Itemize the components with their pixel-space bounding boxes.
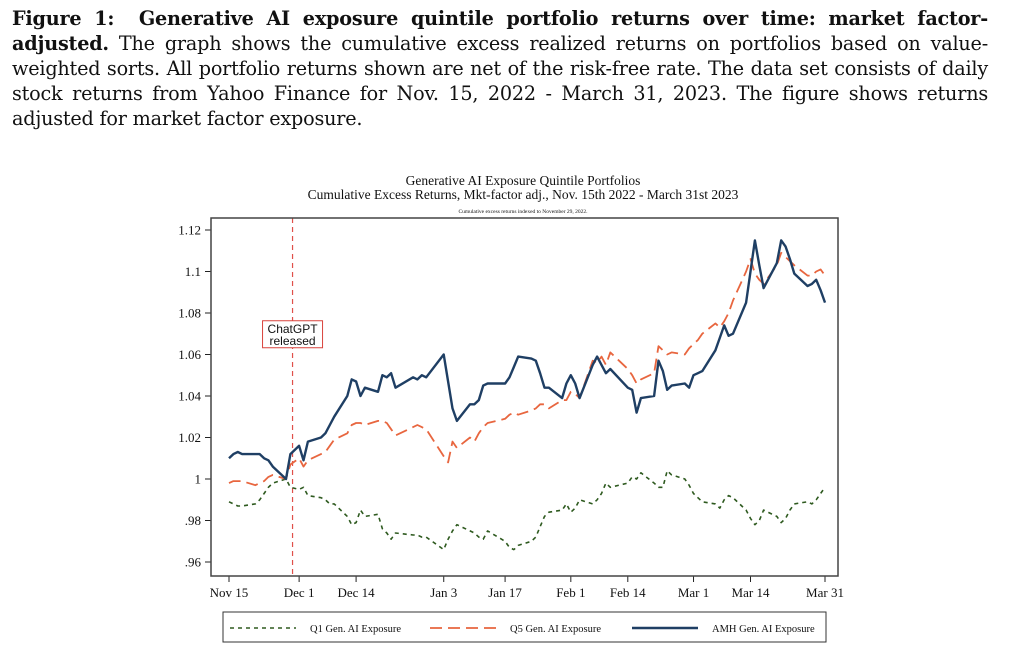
series-line-q1 [228,469,826,551]
legend-label: Q1 Gen. AI Exposure [310,624,401,635]
chart-title: Generative AI Exposure Quintile Portfoli… [406,173,641,188]
x-tick-label: Mar 31 [806,585,844,600]
chart-note: Cumulative excess returns indexed to Nov… [458,209,588,215]
figure-description: The graph shows the cumulative excess re… [12,32,988,130]
x-tick-label: Jan 3 [430,585,457,600]
y-tick-label: 1.08 [178,306,201,321]
y-tick-label: 1.06 [178,347,201,362]
annotation-text: ChatGPT [268,322,319,336]
series-line-amh [228,239,827,481]
plot-frame [210,217,839,577]
x-tick-label: Jan 17 [488,585,522,600]
y-tick-label: .96 [185,555,202,570]
y-tick-label: 1.12 [178,223,201,238]
x-tick-label: Mar 1 [678,585,709,600]
chart-subtitle: Cumulative Excess Returns, Mkt-factor ad… [308,187,739,202]
x-tick-label: Feb 1 [556,585,585,600]
y-tick-label: 1 [195,472,202,487]
series-line-q5 [228,251,826,487]
x-tick-label: Nov 15 [210,585,249,600]
x-tick-label: Mar 14 [732,585,770,600]
figure-label: Figure 1: [12,7,115,30]
annotation-text: released [270,334,316,348]
legend-box [222,611,827,643]
annotation-box [262,320,324,349]
figure-caption: Figure 1: Generative AI exposure quintil… [12,6,988,131]
y-tick-label: .98 [185,513,201,528]
figure-title: Generative AI exposure quintile portfoli… [12,7,988,55]
x-tick-label: Dec 14 [337,585,375,600]
y-tick-label: 1.04 [178,389,201,404]
legend-label: Q5 Gen. AI Exposure [510,624,601,635]
y-tick-label: 1.02 [178,430,201,445]
legend-label: AMH Gen. AI Exposure [712,624,815,635]
x-tick-label: Dec 1 [284,585,315,600]
y-tick-label: 1.1 [185,264,201,279]
x-tick-label: Feb 14 [610,585,646,600]
